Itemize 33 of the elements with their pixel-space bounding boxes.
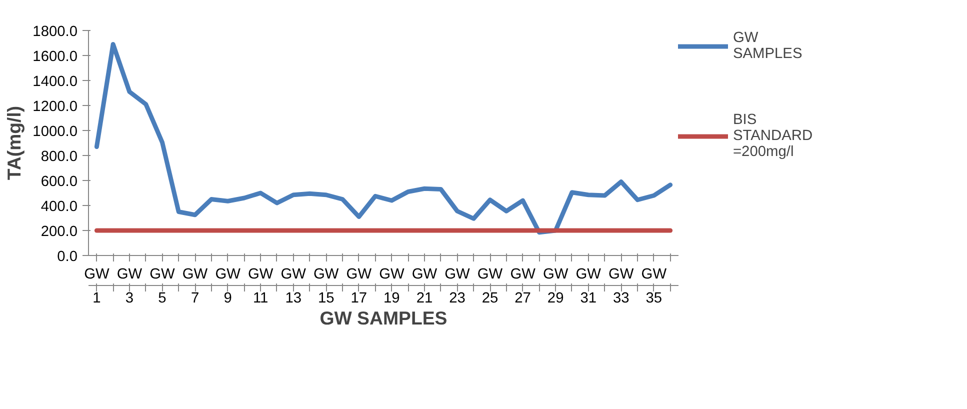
category-label: GW 25	[477, 266, 503, 306]
category-label: GW 21	[412, 266, 438, 306]
category-label: GW 31	[576, 266, 601, 306]
category-label: GW 33	[608, 266, 634, 306]
y-tick-label: 400.0	[40, 199, 78, 215]
category-label: GW 23	[444, 266, 470, 306]
y-axis-title: TA(mg/l)	[4, 106, 25, 180]
category-label: GW 19	[379, 266, 404, 306]
category-label: GW 15	[314, 266, 339, 306]
y-tick-label: 0.0	[57, 249, 78, 265]
y-tick-label: 1600.0	[32, 49, 78, 65]
category-label: GW 1	[84, 266, 110, 306]
category-label: GW 11	[248, 266, 274, 306]
x-axis-title: GW SAMPLES	[320, 308, 448, 328]
legend-label: BIS STANDARD =200mg/l	[733, 112, 813, 160]
category-label: GW 13	[280, 266, 306, 306]
category-label: GW 35	[641, 266, 667, 306]
y-tick-label: 1000.0	[32, 124, 78, 140]
y-tick-label: 1800.0	[32, 24, 78, 40]
y-tick-label: 600.0	[40, 174, 78, 190]
category-label: GW 3	[116, 266, 142, 306]
y-tick-label: 800.0	[40, 149, 78, 165]
category-label: GW 27	[510, 266, 536, 306]
legend-label: GW SAMPLES	[733, 30, 802, 62]
y-tick-label: 200.0	[40, 224, 78, 240]
category-label: GW 9	[215, 266, 240, 306]
y-tick-label: 1200.0	[32, 99, 78, 115]
line-series	[94, 42, 673, 235]
category-label: GW 5	[150, 266, 175, 306]
y-tick-label: 1400.0	[32, 74, 78, 90]
category-label: GW 7	[182, 266, 208, 306]
category-label: GW 29	[542, 266, 568, 306]
category-label: GW 17	[346, 266, 372, 306]
